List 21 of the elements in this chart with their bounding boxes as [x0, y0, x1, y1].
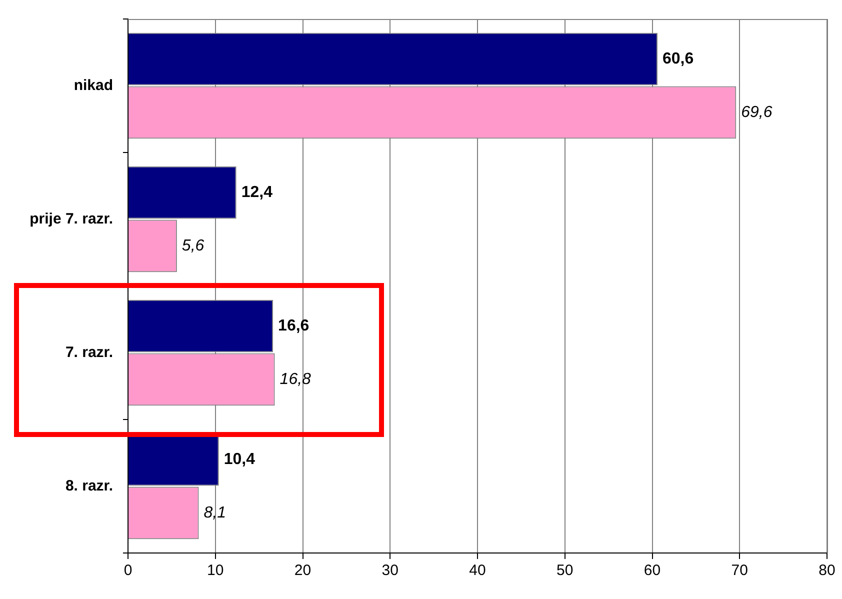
x-tick-label: 40	[469, 562, 486, 580]
y-tick-label: 7. razr.	[65, 344, 113, 361]
x-tick-label: 50	[556, 562, 574, 580]
data-label: 8,1	[204, 504, 226, 522]
y-tick-label: prije 7. razr.	[30, 210, 113, 228]
x-tick-label: 70	[731, 562, 748, 580]
data-label: 16,8	[280, 370, 312, 388]
x-tick-label: 80	[818, 562, 836, 580]
x-tick-label: 20	[294, 562, 312, 580]
data-label: 10,4	[224, 450, 256, 468]
data-label: 69,6	[741, 104, 772, 121]
data-label: 16,6	[278, 317, 310, 334]
x-tick-label: 60	[644, 562, 661, 580]
x-tick-label: 30	[382, 562, 398, 580]
x-tick-label: 0	[124, 562, 132, 580]
y-tick-label: 8. razr.	[65, 477, 113, 494]
x-tick-label: 10	[207, 562, 224, 580]
data-label: 12,4	[241, 184, 273, 201]
y-tick-label: nikad	[74, 76, 113, 94]
data-label: 5,6	[182, 237, 204, 254]
data-label: 60,6	[662, 50, 694, 68]
